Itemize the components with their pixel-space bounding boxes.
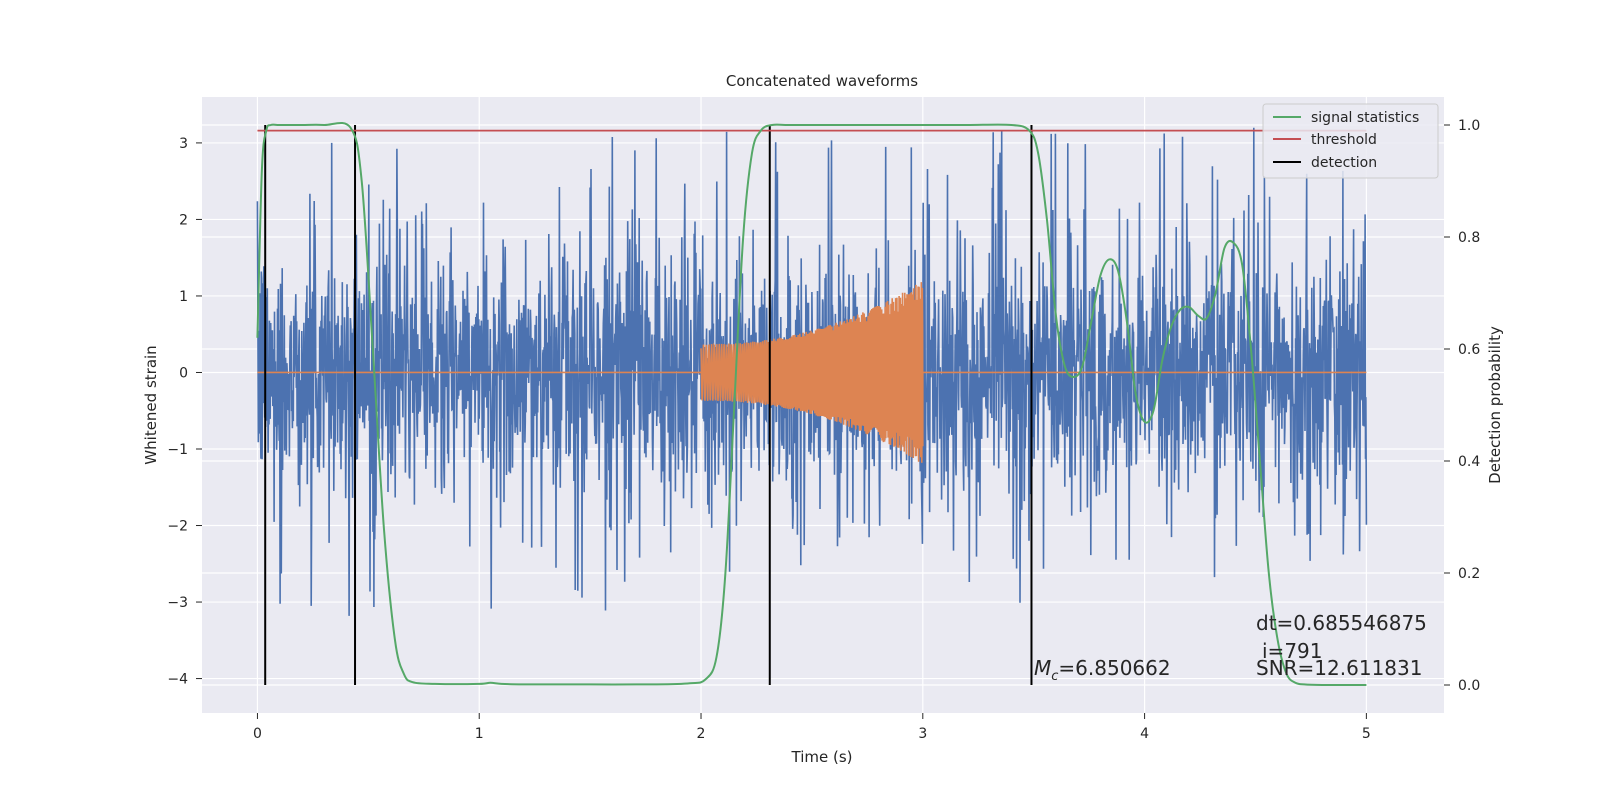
left-y-tick-label: 3: [179, 136, 188, 152]
right-y-tick-label: 0.6: [1458, 342, 1480, 358]
left-y-tick-label: 1: [179, 289, 188, 305]
left-y-tick-label: −3: [167, 595, 188, 611]
right-y-tick-label: 0.4: [1458, 454, 1480, 470]
x-tick-label: 2: [697, 726, 706, 742]
legend: signal statistics threshold detection: [1262, 103, 1439, 179]
left-y-tick-label: 2: [179, 212, 188, 228]
noise-line: [256, 127, 1368, 616]
x-tick-label: 1: [475, 726, 484, 742]
detection-lines: [264, 125, 1033, 685]
x-tick-label: 3: [918, 726, 927, 742]
signal-statistics-line: [256, 121, 1367, 687]
left-y-tick-label: −4: [167, 672, 188, 688]
annotation-i: i=791: [1262, 639, 1323, 663]
legend-label-detection: detection: [1311, 155, 1377, 171]
x-tick-label: 4: [1140, 726, 1149, 742]
x-axis-ticks: 0 1 2 3 4 5: [253, 713, 1371, 742]
chart-title: Concatenated waveforms: [726, 72, 918, 90]
signal-statistics-group: [256, 121, 1367, 687]
left-y-tick-label: −2: [167, 519, 188, 535]
annotation-mc: Mc=6.850662: [1034, 656, 1171, 684]
right-y-tick-label: 0.8: [1458, 230, 1480, 246]
right-y-tick-label: 0.2: [1458, 566, 1480, 582]
legend-label-signal-statistics: signal statistics: [1311, 110, 1419, 126]
right-y-axis-ticks: 0.0 0.2 0.4 0.6 0.8 1.0: [1444, 118, 1480, 694]
legend-frame: [1262, 103, 1439, 179]
svg-text:Mc=6.850662: Mc=6.850662: [1034, 656, 1171, 684]
legend-label-threshold: threshold: [1311, 132, 1377, 148]
left-y-tick-label: −1: [167, 442, 188, 458]
right-y-tick-label: 1.0: [1458, 118, 1480, 134]
mc-value: =6.850662: [1058, 656, 1170, 680]
right-y-axis-label: Detection probability: [1486, 326, 1504, 484]
x-axis-label: Time (s): [791, 748, 853, 766]
annotation-dt: dt=0.685546875: [1256, 611, 1427, 635]
x-tick-label: 5: [1362, 726, 1371, 742]
right-y-tick-label: 0.0: [1458, 678, 1480, 694]
left-y-axis-ticks: −4 −3 −2 −1 0 1 2 3: [167, 136, 202, 688]
x-tick-label: 0: [253, 726, 262, 742]
annotation-snr: SNR=12.611831: [1256, 656, 1422, 680]
noise-series: [256, 127, 1368, 616]
mc-symbol: M: [1034, 656, 1051, 680]
left-y-axis-label: Whitened strain: [142, 345, 160, 464]
left-y-tick-label: 0: [179, 365, 188, 381]
mc-subscript: c: [1051, 669, 1058, 684]
